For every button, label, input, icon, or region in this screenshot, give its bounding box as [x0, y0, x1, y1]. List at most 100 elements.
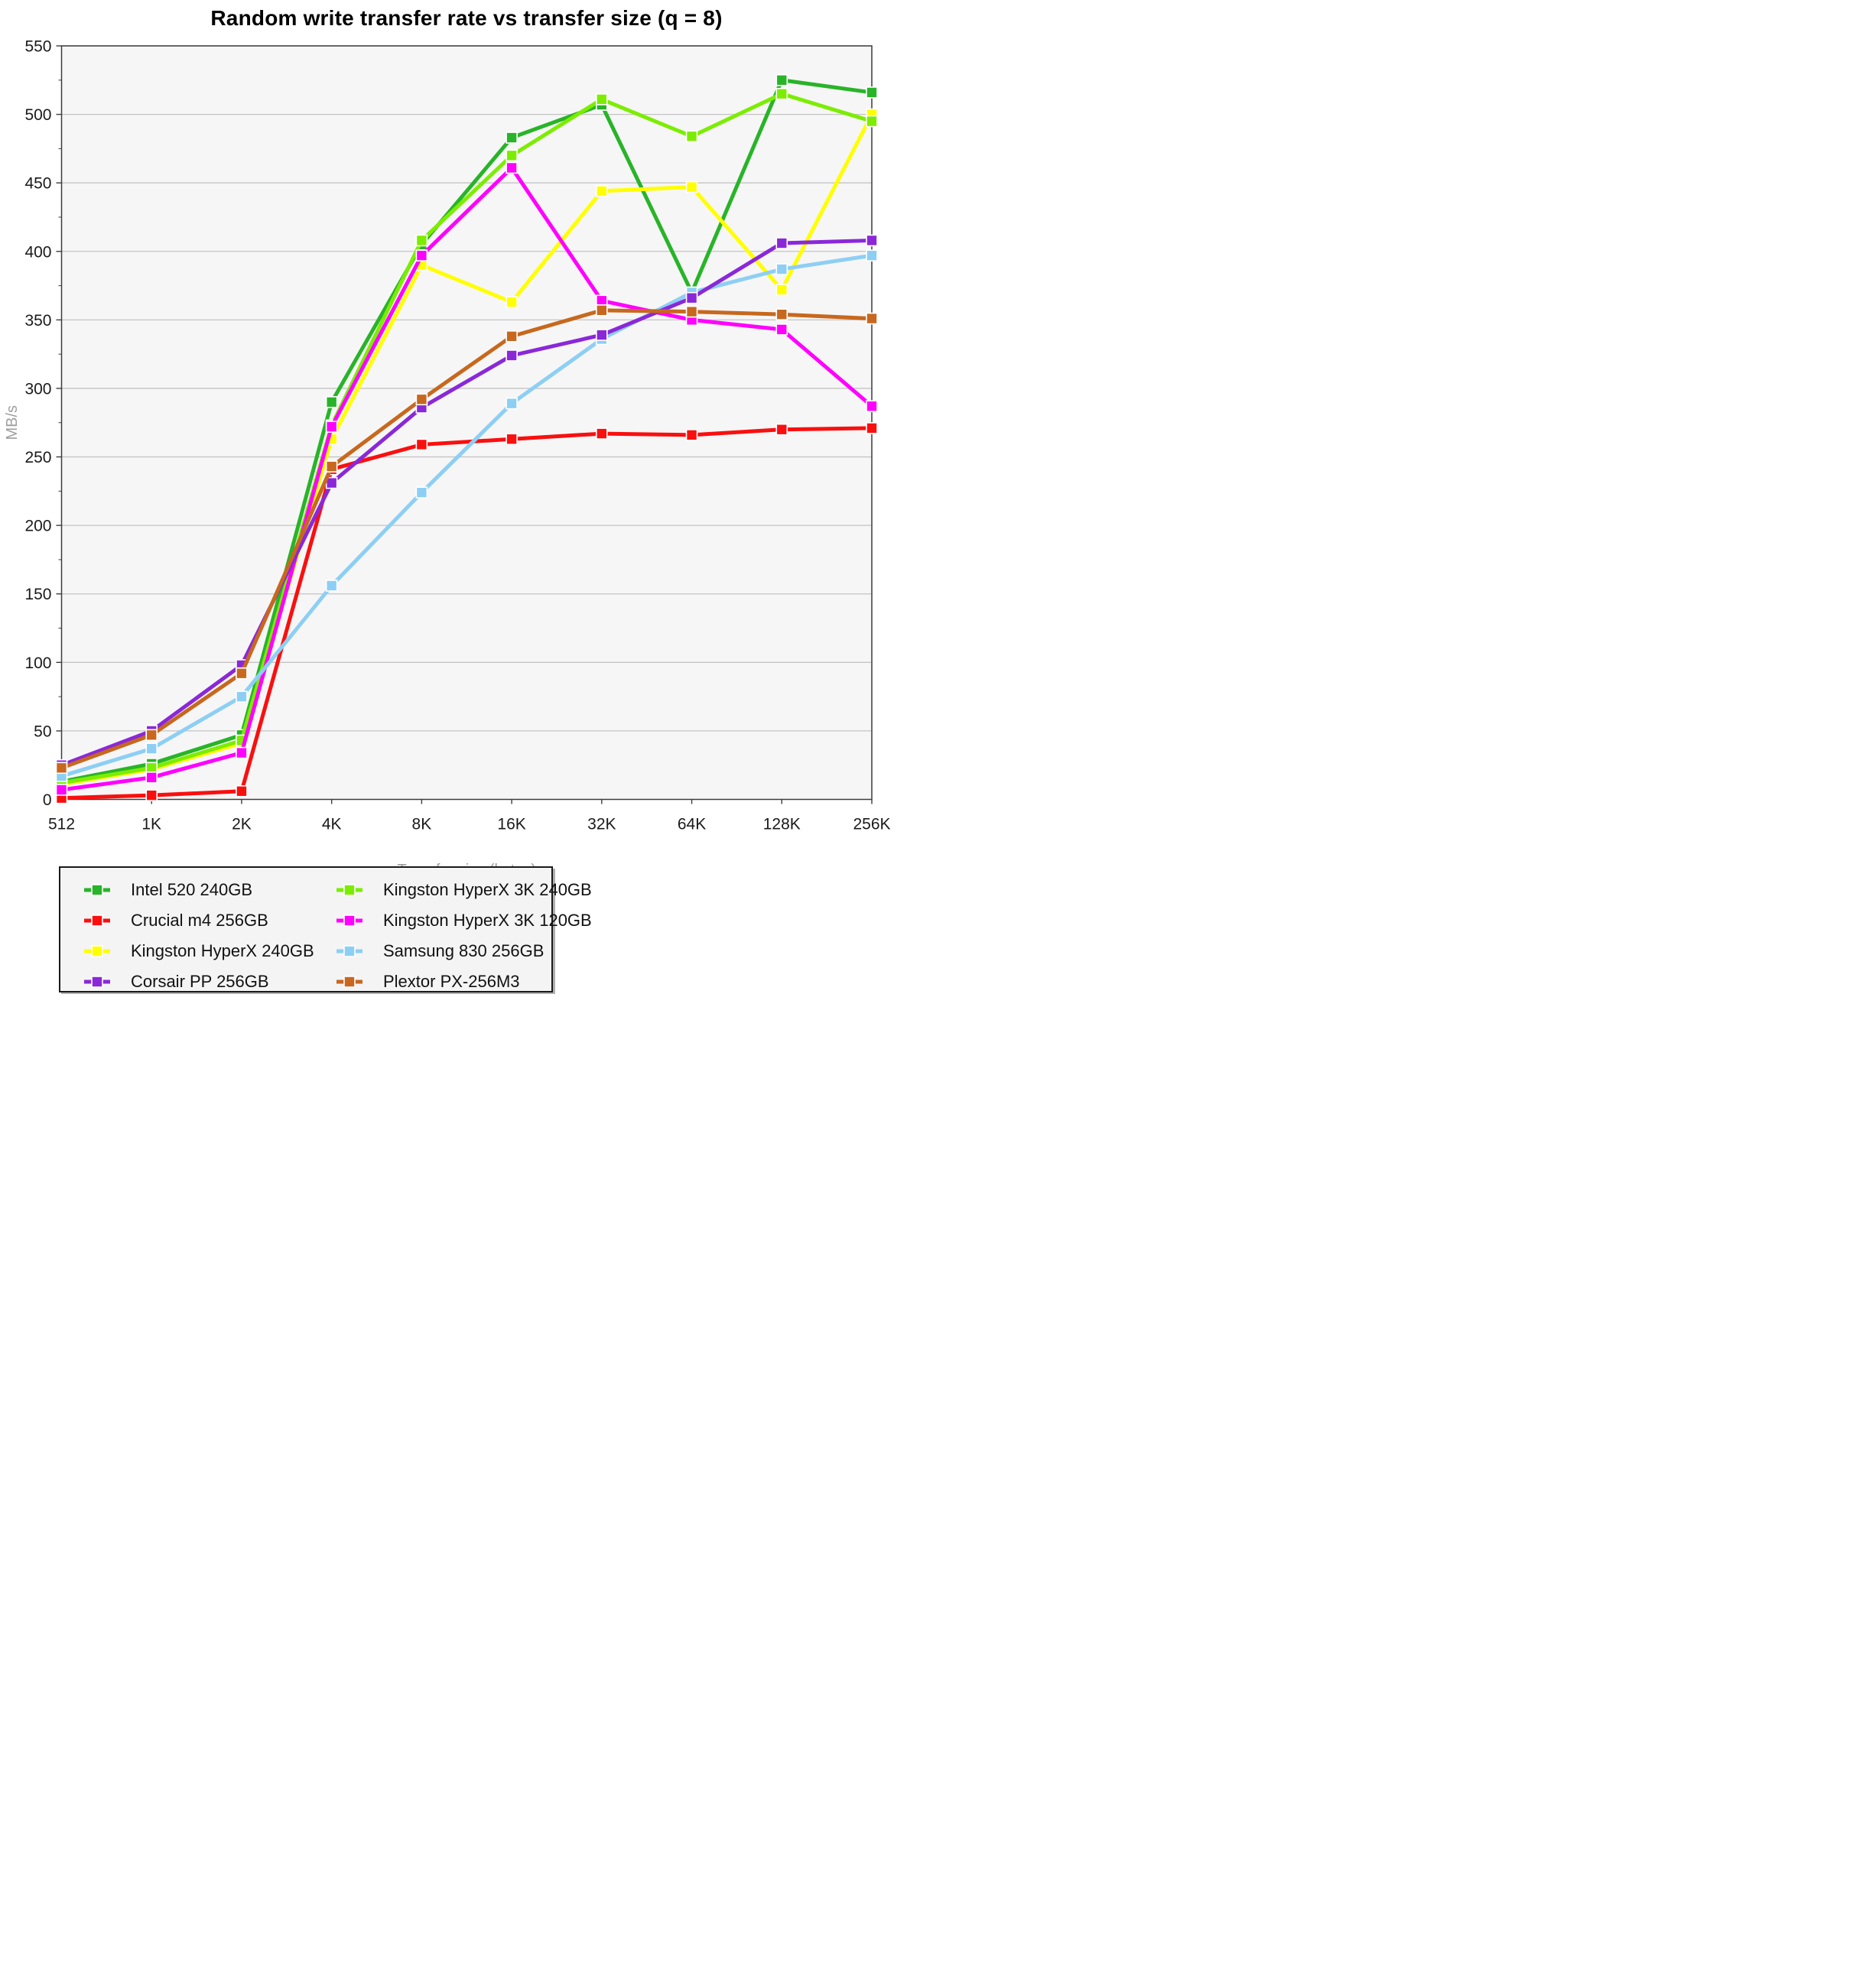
data-point-plextor-px-256m3-64k: [685, 305, 698, 318]
plot-canvas: 0 50 100 150 200 250 300 350 400 450 500 550 512 1K 2K…: [4, 38, 891, 879]
data-point-corsair-pp-256gb-32k: [596, 329, 608, 341]
y-tick-label-0: 0: [43, 791, 52, 809]
data-point-plextor-px-256m3-128k: [775, 308, 788, 320]
data-point-plextor-px-256m3-512: [55, 762, 68, 775]
kingston-hyperx-3k-240gb-series-marker-icon: [336, 884, 362, 896]
legend-grid: Intel 520 240GB Crucial m4 256GB Kingston …: [60, 868, 592, 994]
legend-box: Intel 520 240GB Crucial m4 256GB Kingston …: [59, 866, 592, 994]
data-point-kingston-hyperx-3k-120gb-4k: [325, 421, 338, 433]
x-tick-label-128k: 128K: [763, 816, 801, 833]
legend-label-kingston-hyperx-3k-240gb: Kingston HyperX 3K 240GB: [383, 880, 592, 899]
data-point-kingston-hyperx-3k-240gb-64k: [685, 130, 698, 143]
data-point-kingston-hyperx-3k-120gb-16k: [506, 161, 518, 174]
data-point-samsung-830-256gb-4k: [325, 580, 338, 592]
data-point-kingston-hyperx-3k-120gb-8k: [415, 249, 428, 261]
plot-area: [61, 46, 872, 800]
data-point-kingston-hyperx-3k-240gb-32k: [596, 93, 608, 106]
data-point-crucial-m4-256gb-64k: [685, 429, 698, 441]
series-line-crucial-m4-256gb: [61, 426, 873, 801]
legend-item-kingston-hyperx-3k-240gb: Kingston HyperX 3K 240GB: [336, 875, 592, 905]
y-tick-label-300: 300: [24, 380, 51, 398]
data-point-intel-520-240gb-4k: [325, 396, 338, 408]
legend-item-corsair-pp-256gb: Corsair PP 256GB: [83, 966, 336, 994]
x-tick-label-4k: 4K: [322, 816, 342, 833]
data-point-plextor-px-256m3-16k: [506, 330, 518, 343]
data-point-kingston-hyperx-3k-240gb-128k: [775, 87, 788, 100]
y-axis-title: MB/s: [4, 405, 21, 440]
x-tick-label-1k: 1K: [141, 816, 161, 833]
x-tick-label-8k: 8K: [412, 816, 432, 833]
data-point-corsair-pp-256gb-128k: [775, 237, 788, 249]
x-tick-label-2k: 2K: [232, 816, 252, 833]
series-line-kingston-hyperx-240gb: [61, 113, 874, 787]
y-tick-label-350: 350: [24, 312, 51, 330]
data-point-kingston-hyperx-3k-240gb-16k: [506, 149, 518, 162]
y-tick-label-250: 250: [24, 449, 51, 466]
x-tick-label-512: 512: [48, 816, 75, 833]
legend-item-crucial-m4-256gb: Crucial m4 256GB: [83, 905, 336, 936]
data-point-crucial-m4-256gb-2k: [236, 784, 248, 797]
x-tick-label-16k: 16K: [497, 816, 525, 833]
y-tick-label-500: 500: [24, 106, 51, 124]
legend-item-plextor-px-256m3: Plextor PX-256M3: [336, 966, 592, 994]
series-line-kingston-hyperx-3k-240gb: [61, 92, 873, 785]
y-tick-label-450: 450: [24, 175, 51, 193]
data-point-crucial-m4-256gb-16k: [506, 433, 518, 446]
data-point-kingston-hyperx-240gb-128k: [775, 284, 788, 296]
data-point-samsung-830-256gb-2k: [236, 690, 248, 703]
data-point-kingston-hyperx-3k-120gb-128k: [775, 323, 788, 336]
data-point-kingston-hyperx-3k-120gb-2k: [236, 746, 248, 759]
x-tick-label-64k: 64K: [678, 816, 706, 833]
data-point-kingston-hyperx-240gb-32k: [596, 185, 608, 197]
data-point-intel-520-240gb-128k: [775, 73, 788, 86]
chart-figure: Random write transfer rate vs transfer s…: [0, 0, 933, 994]
kingston-hyperx-3k-120gb-series-marker-icon: [336, 914, 362, 927]
legend-item-intel-520-240gb: Intel 520 240GB: [83, 875, 336, 905]
legend-label-corsair-pp-256gb: Corsair PP 256GB: [131, 972, 269, 991]
data-point-plextor-px-256m3-4k: [325, 460, 338, 473]
series-line-samsung-830-256gb: [60, 253, 873, 778]
data-point-crucial-m4-256gb-256k: [866, 422, 878, 434]
data-point-crucial-m4-256gb-128k: [775, 423, 788, 436]
y-tick-label-100: 100: [24, 655, 51, 672]
data-point-plextor-px-256m3-1k: [145, 729, 158, 742]
data-point-intel-520-240gb-256k: [866, 86, 878, 99]
y-tick-label-150: 150: [24, 586, 51, 603]
data-point-kingston-hyperx-3k-120gb-256k: [866, 400, 878, 413]
data-point-samsung-830-256gb-16k: [506, 397, 518, 410]
legend-item-kingston-hyperx-240gb: Kingston HyperX 240GB: [83, 936, 336, 966]
data-point-samsung-830-256gb-256k: [866, 249, 878, 261]
data-point-plextor-px-256m3-8k: [415, 393, 428, 406]
data-point-samsung-830-256gb-128k: [775, 263, 788, 275]
data-point-crucial-m4-256gb-8k: [415, 438, 428, 451]
data-point-plextor-px-256m3-32k: [596, 304, 608, 317]
corsair-pp-256gb-series-marker-icon: [84, 976, 110, 988]
samsung-830-256gb-series-marker-icon: [336, 945, 362, 957]
data-point-plextor-px-256m3-256k: [866, 312, 878, 325]
data-point-kingston-hyperx-240gb-64k: [685, 180, 698, 193]
legend-label-intel-520-240gb: Intel 520 240GB: [131, 880, 253, 899]
kingston-hyperx-240gb-series-marker-icon: [84, 945, 110, 957]
data-point-intel-520-240gb-16k: [506, 132, 518, 144]
data-point-corsair-pp-256gb-64k: [685, 291, 698, 304]
y-tick-label-50: 50: [34, 723, 51, 740]
data-point-samsung-830-256gb-8k: [415, 486, 428, 499]
y-tick-label-400: 400: [24, 243, 51, 261]
data-point-corsair-pp-256gb-16k: [506, 349, 518, 362]
data-point-kingston-hyperx-3k-120gb-1k: [145, 771, 158, 784]
legend-item-kingston-hyperx-3k-120gb: Kingston HyperX 3K 120GB: [336, 905, 592, 936]
x-tick-label-32k: 32K: [587, 816, 616, 833]
intel-520-240gb-series-marker-icon: [84, 884, 110, 896]
legend-label-kingston-hyperx-240gb: Kingston HyperX 240GB: [131, 941, 314, 960]
series-line-kingston-hyperx-3k-120gb: [61, 164, 873, 792]
legend-item-samsung-830-256gb: Samsung 830 256GB: [336, 936, 592, 966]
y-tick-label-550: 550: [24, 38, 51, 56]
data-point-kingston-hyperx-3k-120gb-512: [55, 784, 68, 796]
data-point-kingston-hyperx-240gb-16k: [506, 296, 518, 308]
series-line-intel-520-240gb: [61, 78, 873, 784]
data-point-crucial-m4-256gb-1k: [145, 789, 158, 801]
data-point-samsung-830-256gb-1k: [145, 742, 158, 755]
data-point-kingston-hyperx-3k-240gb-8k: [415, 234, 428, 247]
data-point-kingston-hyperx-3k-240gb-256k: [866, 115, 878, 128]
data-point-plextor-px-256m3-2k: [236, 667, 248, 680]
